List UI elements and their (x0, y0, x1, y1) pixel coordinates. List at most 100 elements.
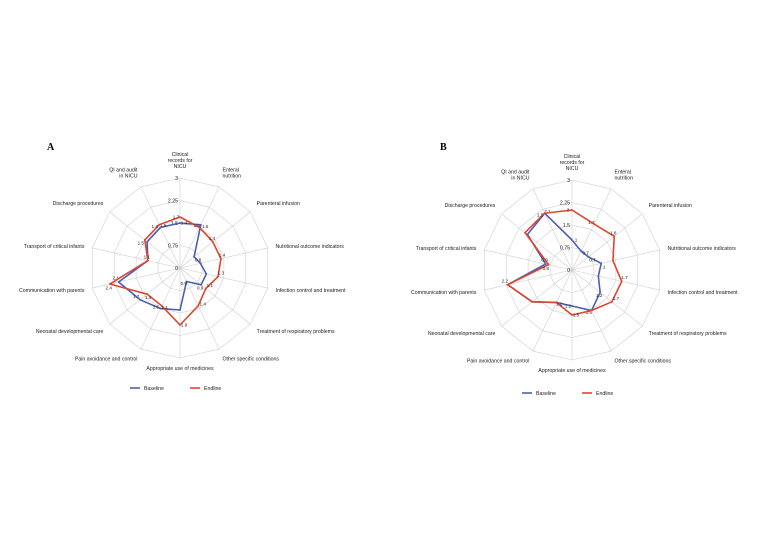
value-label-endline: 1.4 (209, 236, 216, 241)
data-point-endline (610, 300, 613, 303)
data-point-endline (571, 314, 573, 316)
value-label-endline: 1.7 (588, 220, 595, 225)
data-point-endline (158, 223, 161, 226)
axis-label-parenteral-infusion: Parenteral infusion (257, 201, 300, 207)
data-point-baseline (159, 307, 162, 310)
axis-label-appropriate-use-of-medicines: Appropriate use of medicines (538, 368, 606, 374)
data-point-endline (543, 212, 546, 215)
value-label-endline: 1.4 (145, 295, 152, 300)
axis-label-discharge-procedures: Discharge procedures (445, 203, 496, 209)
axis-spoke (571, 269, 660, 291)
data-point-endline (506, 283, 509, 286)
axis-label-parenteral-infusion: Parenteral infusion (649, 203, 692, 209)
value-label-baseline: 0.9 (197, 285, 204, 290)
value-label-endline: 1.4 (199, 302, 206, 307)
data-point-baseline (544, 263, 547, 265)
value-label-endline: 1.4 (152, 224, 159, 229)
axis-spoke (92, 247, 181, 269)
tick-label: 0.75 (560, 246, 570, 252)
panel-letter: A (47, 142, 55, 153)
axis-label-clinical-records-for-nicu: Clinical records for NICU (168, 152, 193, 170)
axis-label-appropriate-use-of-medicines: Appropriate use of medicines (146, 366, 214, 372)
data-point-endline (197, 304, 200, 307)
value-label-endline: 0.8 (543, 266, 550, 271)
data-point-endline (198, 226, 201, 229)
axis-spoke (109, 267, 181, 325)
tick-label: 3 (175, 176, 178, 182)
legend: Baseline Endline (130, 386, 221, 392)
axis-spoke (501, 269, 573, 327)
axis-label-enteral-nutrition: Enteral nutrition (615, 170, 634, 182)
axis-spoke (532, 188, 573, 271)
value-label-endline: 1.2 (556, 302, 563, 307)
value-label-baseline: 0.6 (195, 257, 202, 262)
value-label-endline: 1.3 (218, 270, 225, 275)
axis-spoke (179, 247, 268, 269)
data-point-baseline (587, 256, 590, 258)
data-point-baseline (200, 283, 203, 286)
panel-letter: B (440, 142, 447, 153)
value-label-endline: 2 (567, 208, 570, 213)
data-point-baseline (580, 250, 583, 252)
data-point-endline (146, 259, 149, 262)
axis-spoke (501, 213, 573, 271)
axis-spoke (571, 188, 612, 271)
axis-spoke (484, 269, 573, 291)
value-label-baseline: 1.2 (596, 293, 603, 298)
axis-label-communication-with-parents: Communication with parents (19, 288, 85, 294)
data-point-baseline (179, 309, 181, 311)
value-label-endline: 1.4 (161, 305, 168, 310)
axis-label-communication-with-parents: Communication with parents (411, 290, 477, 296)
data-point-baseline (185, 280, 188, 283)
axis-label-other-specific-conditions: Other specific conditions (615, 358, 672, 364)
data-point-endline (204, 287, 207, 290)
axis-label-transport-of-critical-infants: Transport of critical infants (416, 246, 477, 252)
value-label-endline: 1.4 (219, 252, 226, 257)
data-point-endline (571, 209, 573, 211)
value-label-baseline: 1.6 (202, 224, 209, 229)
data-point-endline (531, 300, 534, 303)
data-point-endline (160, 304, 163, 307)
data-point-baseline (117, 281, 120, 283)
axis-label-infection-control-and-treatment: Infection control and treatment (668, 290, 739, 296)
value-label-endline: 1.1 (207, 283, 214, 288)
radar-panel-a: A 0 0.75 1.5 2.25 3 Clinical records for NICU Ent… (19, 142, 346, 392)
legend-label-baseline: Baseline (144, 386, 164, 392)
legend-label-endline: Endline (204, 386, 221, 392)
data-point-baseline (600, 262, 603, 265)
data-point-endline (613, 235, 616, 238)
data-point-endline (179, 216, 181, 218)
series-line-baseline (506, 212, 603, 312)
data-point-baseline (179, 222, 181, 224)
value-label-baseline: 2.1 (113, 276, 120, 281)
data-point-endline (612, 259, 614, 262)
value-label-baseline: 2.1 (544, 209, 551, 214)
axis-label-other-specific-conditions: Other specific conditions (223, 356, 280, 362)
data-point-endline (620, 280, 623, 283)
data-point-endline (217, 275, 219, 278)
axis-label-treatment-of-respiratory-problems: Treatment of respiratory problems (257, 329, 335, 335)
axis-label-infection-control-and-treatment: Infection control and treatment (276, 288, 347, 294)
tick-label: 2.25 (168, 199, 178, 205)
value-label-baseline: 0.7 (589, 258, 596, 263)
data-point-baseline (199, 223, 202, 226)
value-label-endline: 1.7 (613, 296, 620, 301)
data-point-endline (220, 257, 222, 260)
data-point-endline (590, 309, 593, 312)
data-point-endline (211, 240, 214, 243)
legend-label-baseline: Baseline (536, 391, 556, 397)
data-point-baseline (597, 275, 600, 277)
tick-label: 2.25 (560, 201, 570, 207)
data-point-endline (555, 301, 558, 304)
axis-label-pain-avoidance-and-control: Pain avoidance and control (467, 358, 530, 364)
tick-label: 0 (175, 266, 178, 272)
axis-spoke (571, 249, 660, 271)
tick-label: 0 (567, 268, 570, 274)
value-label-endline: 1.5 (138, 241, 145, 246)
axis-spoke (484, 249, 573, 271)
legend: Baseline Endline (522, 391, 613, 397)
data-point-endline (547, 263, 550, 266)
value-label-baseline: 1.5 (586, 310, 593, 315)
data-point-endline (146, 293, 149, 296)
axis-spoke (179, 267, 268, 289)
